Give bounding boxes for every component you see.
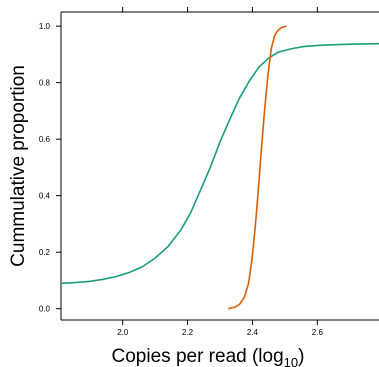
y-axis-label: Cummulative proportion — [8, 65, 29, 267]
series-line-2 — [227, 25, 287, 310]
y-tick-label: 0.4 — [39, 192, 51, 201]
y-tick-label: 1.0 — [39, 22, 51, 31]
x-tick-label: 2.0 — [117, 328, 129, 337]
x-axis-label-main: Copies per read (log — [112, 346, 284, 367]
x-tick-label: 2.6 — [312, 328, 324, 337]
x-axis-label: Copies per read (log10) — [112, 346, 305, 367]
y-tick-label: 0.6 — [39, 135, 51, 144]
y-tick-label: 0.0 — [39, 305, 51, 314]
x-tick-label: 2.4 — [247, 328, 259, 337]
y-tick-label: 0.8 — [39, 79, 51, 88]
series-line-1 — [60, 42, 379, 285]
x-tick-label: 2.2 — [182, 328, 194, 337]
x-axis-label-subscript: 10 — [284, 355, 298, 367]
tick-group: 2.0 2.2 2.4 2.6 0.0 0.2 0.4 0.6 0.8 1.0 — [39, 7, 324, 337]
series-group — [60, 25, 379, 310]
y-tick-label: 0.2 — [39, 248, 51, 257]
plot-frame — [60, 11, 379, 321]
x-axis-label-close: ) — [298, 346, 304, 367]
